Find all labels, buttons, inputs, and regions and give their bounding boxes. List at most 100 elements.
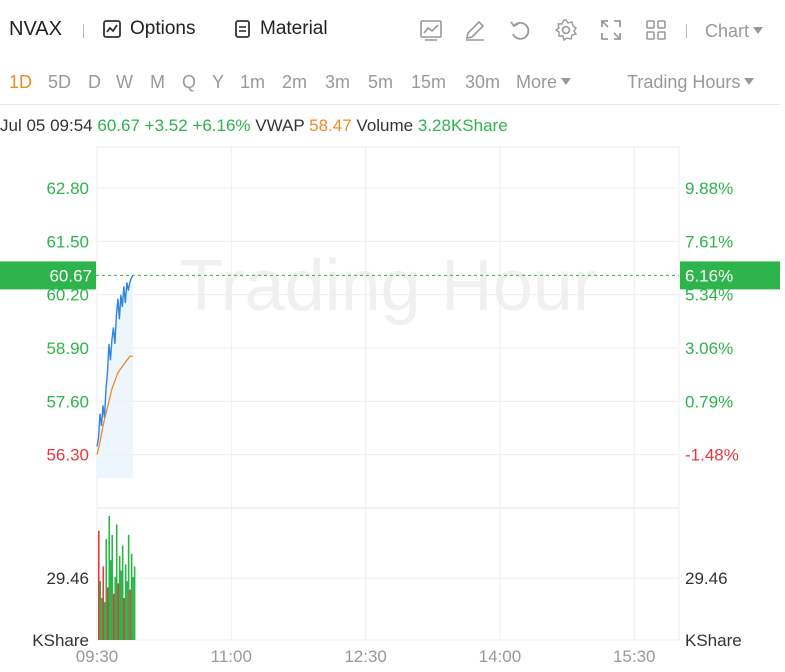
chevron-down-icon: [744, 78, 755, 85]
volume-bar: [117, 583, 119, 640]
time-tick-label: 15:30: [613, 647, 656, 666]
volume-bar: [126, 581, 128, 640]
price-area-fill: [97, 275, 133, 478]
chart-type-label: Chart: [705, 21, 750, 41]
chart-watermark: Trading Hour: [179, 246, 597, 326]
trading-hours-label: Trading Hours: [627, 72, 741, 92]
period-1d[interactable]: 1D: [9, 72, 33, 92]
undo-icon[interactable]: [508, 18, 532, 42]
period-3m[interactable]: 3m: [325, 72, 351, 92]
volume-bar: [98, 530, 100, 640]
volume-unit-label-right: KShare: [685, 631, 742, 650]
volume-bar: [106, 587, 109, 640]
volume-label: Volume: [356, 116, 414, 135]
document-icon: [235, 20, 250, 38]
price-tick-label: 56.30: [46, 446, 89, 465]
more-label: More: [516, 72, 558, 92]
volume-bar: [114, 576, 117, 640]
options-chart-icon: [103, 20, 121, 38]
chevron-down-icon: [561, 78, 572, 85]
options-button[interactable]: Options: [102, 18, 195, 40]
options-label: Options: [130, 18, 196, 39]
pct-tick-label: 9.88%: [685, 179, 733, 198]
top-toolbar: NVAX Options Material Chart: [0, 0, 785, 60]
grid-layout-icon[interactable]: [644, 18, 668, 42]
current-pct-badge: [680, 261, 780, 290]
period-5d[interactable]: 5D: [48, 72, 72, 92]
period-2m[interactable]: 2m: [282, 72, 308, 92]
volume-bar: [127, 534, 130, 640]
price-tick-label: 57.60: [46, 392, 89, 411]
volume-bar: [123, 597, 125, 640]
quote-price: 60.67: [97, 116, 140, 135]
period-q[interactable]: Q: [182, 72, 197, 92]
quote-info-line: Jul 05 09:54 60.67 +3.52 +6.16% VWAP 58.…: [0, 116, 508, 136]
chevron-down-icon: [753, 27, 764, 34]
period-y[interactable]: Y: [212, 72, 225, 92]
fullscreen-icon[interactable]: [599, 18, 623, 42]
volume-bar: [103, 602, 106, 640]
current-price-badge: [0, 261, 96, 290]
period-w[interactable]: W: [116, 72, 133, 92]
vwap-series-line: [96, 355, 133, 455]
period-5m[interactable]: 5m: [368, 72, 394, 92]
volume-value: 3.28KShare: [417, 116, 508, 135]
volume-bar: [105, 539, 108, 640]
material-label: Material: [260, 18, 328, 39]
pct-tick-label: -1.48%: [685, 446, 739, 465]
material-button[interactable]: Material: [232, 18, 328, 40]
toolbar-divider: [686, 24, 687, 38]
volume-bar: [111, 534, 114, 640]
volume-bar: [120, 570, 122, 640]
volume-bar: [115, 524, 118, 640]
period-30m[interactable]: 30m: [465, 72, 501, 92]
volume-tick-label-right: 29.46: [685, 569, 728, 588]
volume-unit-label: KShare: [32, 631, 89, 650]
price-series-line: [96, 275, 134, 447]
quote-change: +3.52: [144, 116, 188, 135]
price-tick-label: 58.90: [46, 339, 89, 358]
pct-tick-label: 0.79%: [685, 392, 733, 411]
current-pct-badge-text: 6.16%: [685, 266, 733, 285]
price-tick-label: 61.50: [46, 232, 89, 251]
price-tick-label: 62.80: [46, 179, 89, 198]
volume-bar: [102, 566, 105, 640]
toolbar-divider: [83, 24, 84, 38]
volume-bar: [109, 560, 112, 640]
volume-bar: [108, 516, 111, 640]
volume-bar: [132, 576, 134, 640]
volume-bar: [130, 553, 133, 640]
period-bar: 1D 5D D W M Q Y 1m 2m 3m 5m 15m 30m More…: [0, 60, 780, 105]
volume-bar: [118, 555, 121, 640]
period-1m[interactable]: 1m: [240, 72, 266, 92]
time-tick-label: 12:30: [344, 647, 387, 666]
period-m[interactable]: M: [150, 72, 165, 92]
vwap-value: 58.47: [309, 116, 352, 135]
volume-bar: [129, 589, 131, 640]
volume-tick-label: 29.46: [46, 569, 89, 588]
volume-bar: [100, 597, 103, 640]
time-tick-label: 14:00: [479, 647, 522, 666]
vwap-label: VWAP: [255, 116, 305, 135]
gear-icon[interactable]: [554, 18, 578, 42]
volume-bar: [112, 593, 115, 640]
pct-tick-label: 7.61%: [685, 232, 733, 251]
chart-type-dropdown[interactable]: Chart: [705, 21, 764, 42]
quote-time: Jul 05 09:54: [0, 116, 93, 135]
trading-hours-dropdown[interactable]: Trading Hours: [627, 72, 755, 93]
pen-draw-icon[interactable]: [463, 18, 487, 42]
period-d[interactable]: D: [88, 72, 101, 92]
time-tick-label: 11:00: [211, 647, 252, 666]
quote-change-pct: +6.16%: [192, 116, 251, 135]
pct-tick-label: 3.06%: [685, 339, 733, 358]
price-tick-label: 60.20: [46, 286, 89, 305]
trend-chart-icon[interactable]: [419, 18, 443, 42]
volume-bar: [121, 545, 124, 640]
pct-tick-label: 5.34%: [685, 286, 733, 305]
more-periods-dropdown[interactable]: More: [516, 72, 572, 93]
period-15m[interactable]: 15m: [411, 72, 447, 92]
current-price-badge-text: 60.67: [49, 266, 92, 285]
ticker-symbol[interactable]: NVAX: [9, 18, 62, 40]
volume-bar: [124, 564, 127, 640]
intraday-chart[interactable]: Trading Hour 62.80 9.88% 61.50 7.61% 60.20 5.3…: [0, 140, 785, 672]
